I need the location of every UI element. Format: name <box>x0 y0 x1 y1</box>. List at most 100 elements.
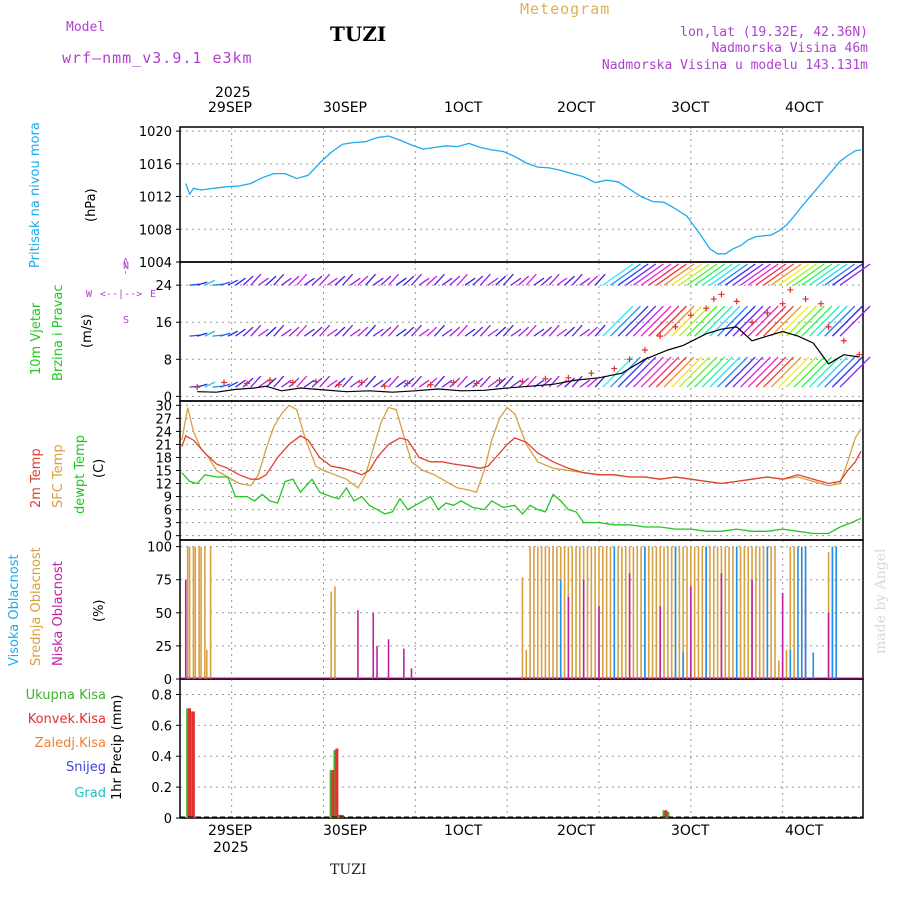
precip-conv-bar <box>193 816 197 818</box>
wind-barb <box>250 324 262 337</box>
wind-barb <box>525 273 537 286</box>
tick-bottom-29sep: 29SEP <box>208 823 252 839</box>
wind-barb <box>518 377 530 388</box>
wind-barb <box>242 275 254 286</box>
wind-barb <box>235 277 246 286</box>
wind-barb <box>541 275 553 286</box>
wind-barb <box>816 305 848 337</box>
wind-barb <box>556 328 568 337</box>
wind-barb <box>839 356 871 388</box>
model-label: Model <box>66 20 106 35</box>
wind-barb <box>717 263 748 286</box>
wind-barb <box>839 263 871 286</box>
wind-barb <box>763 263 794 286</box>
y-tick-label-temp: 15 <box>155 465 172 480</box>
wind-barb <box>648 356 680 388</box>
wind-barb <box>587 377 598 388</box>
y-tick-label-temp: 12 <box>155 478 172 493</box>
legend-snijeg: Snijeg <box>66 760 106 775</box>
wind-barb <box>479 324 491 337</box>
gust-marker <box>787 286 794 293</box>
meteogram-title: Meteogram <box>520 0 611 18</box>
precip-total-bar <box>329 770 333 818</box>
wind-barb <box>602 263 634 286</box>
wind-barb <box>242 326 254 337</box>
y-tick-label-cloud: 50 <box>155 607 172 622</box>
wind-barb <box>640 305 672 337</box>
y-tick-label-wind: 24 <box>155 279 172 294</box>
wind-barb <box>594 324 606 337</box>
wind-barb <box>564 326 575 337</box>
precip-total-bar <box>337 814 341 818</box>
wind-barb <box>456 375 468 388</box>
wind-barb <box>694 305 726 337</box>
gust-marker <box>710 296 717 303</box>
wind-barb <box>671 356 703 388</box>
wind-barb <box>288 326 300 337</box>
gust-marker <box>588 370 595 377</box>
tick-top-2oct: 2OCT <box>557 100 596 116</box>
wind-barb <box>686 263 718 286</box>
wind-barb <box>204 330 216 337</box>
wind-barb <box>610 356 641 388</box>
panel-frame-pressure <box>179 126 864 263</box>
wind-barb <box>365 273 377 286</box>
wind-barb <box>242 377 254 388</box>
station-title: TUZI <box>330 22 387 46</box>
wind-barb <box>816 263 848 286</box>
y-tick-label-precip: 0.2 <box>151 781 172 796</box>
y-tick-label-cloud: 25 <box>155 640 172 655</box>
wind-barb <box>411 375 422 388</box>
wind-barb <box>403 377 415 388</box>
y-tick-label-cloud: 75 <box>155 574 172 589</box>
y-tick-label-pressure: 1016 <box>139 158 172 173</box>
wind-barb <box>816 356 848 388</box>
wind-barb <box>564 377 575 388</box>
wind-barb <box>464 277 476 286</box>
wind-barb <box>281 379 292 388</box>
wind-barb <box>678 305 710 337</box>
legend-zaledj-kisa: Zaledj.Kisa <box>34 736 106 751</box>
wind-barb <box>809 263 840 286</box>
gust-marker <box>749 319 756 326</box>
wind-barb <box>579 277 591 286</box>
wind-barb <box>632 356 664 388</box>
wind-barb <box>724 305 756 337</box>
y-tick-label-cloud: 100 <box>147 541 172 556</box>
y-tick-label-pressure: 1012 <box>139 191 172 206</box>
wind-barb <box>219 332 231 337</box>
wind-barb <box>388 324 400 337</box>
wind-barb <box>502 273 514 286</box>
wind-barb <box>632 305 664 337</box>
wind-barb <box>250 273 262 286</box>
gust-marker <box>657 333 664 340</box>
compass-w: W <box>86 289 93 300</box>
wind-barb <box>456 273 468 286</box>
gust-marker <box>381 383 388 390</box>
wind-barb <box>502 375 514 388</box>
compass-n: N <box>123 261 130 272</box>
wind-barb <box>548 375 560 388</box>
gust-marker <box>856 351 863 358</box>
wind-barb <box>426 377 438 388</box>
wind-barb <box>296 375 308 388</box>
wind-barb <box>740 263 771 286</box>
wind-barb <box>701 305 733 337</box>
wind-barb <box>197 332 208 337</box>
gust-marker <box>687 312 694 319</box>
wind-barb <box>479 375 491 388</box>
wind-barb <box>357 275 369 286</box>
wind-barb <box>640 356 672 388</box>
gust-marker <box>496 377 503 384</box>
wind-barb <box>204 279 216 286</box>
wind-barb <box>495 377 507 388</box>
wind-barb <box>273 375 285 388</box>
tick-top-4oct: 4OCT <box>785 100 824 116</box>
wind-barb <box>219 281 231 286</box>
gust-marker <box>779 300 786 307</box>
wind-barb <box>533 277 545 286</box>
gust-marker <box>358 379 365 386</box>
wind-barb <box>449 275 461 286</box>
wind-barb <box>579 328 591 337</box>
gust-marker <box>194 384 201 391</box>
